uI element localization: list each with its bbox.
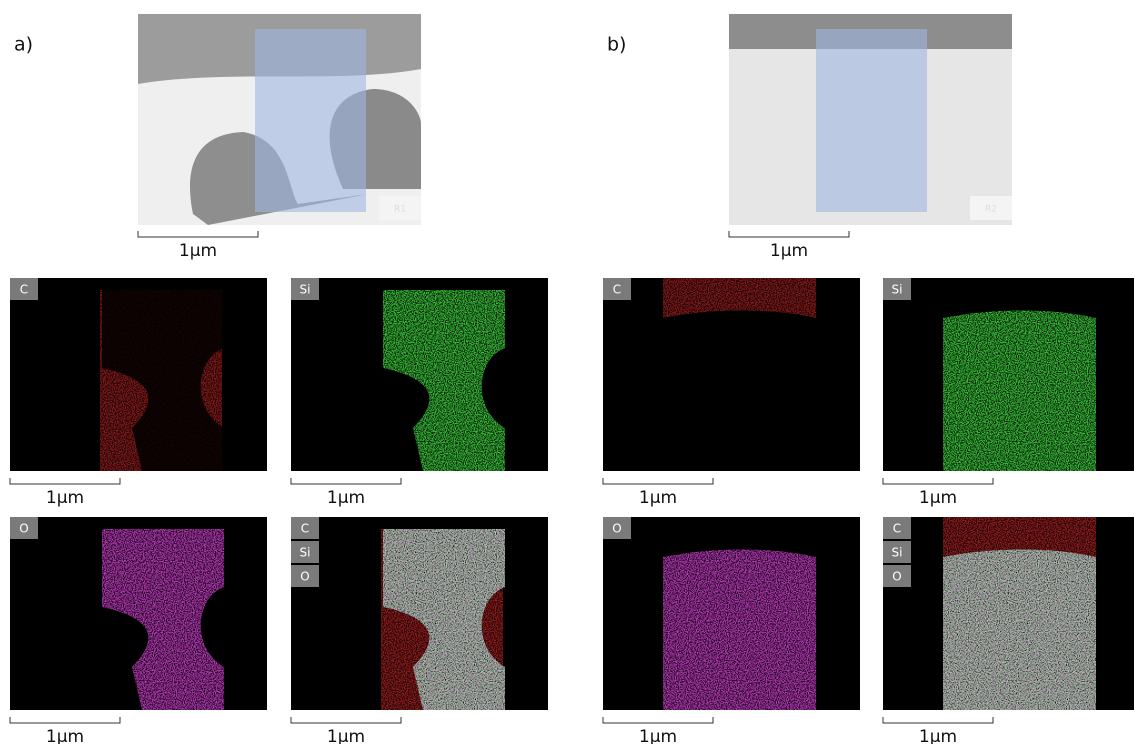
element-tag: O bbox=[300, 570, 309, 584]
scan-region bbox=[255, 29, 366, 212]
map-signal bbox=[943, 311, 1096, 472]
element-map: O bbox=[603, 517, 860, 710]
scale-label: 1µm bbox=[919, 488, 957, 508]
element-tag: Si bbox=[300, 283, 311, 297]
element-map: O bbox=[10, 517, 267, 710]
scale-label: 1µm bbox=[327, 488, 365, 508]
element-tag: C bbox=[20, 283, 28, 297]
scale-label: 1µm bbox=[179, 241, 217, 261]
element-tag: Si bbox=[892, 283, 903, 297]
figure: a) R1 1µm C 1µm Si 1µm O 1µm C Si O 1µm b) R2 1µm C 1µm Si… bbox=[0, 0, 1134, 744]
element-tag: C bbox=[613, 283, 621, 297]
scale-label: 1µm bbox=[46, 727, 84, 744]
scale-label: 1µm bbox=[327, 727, 365, 744]
map-signal bbox=[663, 550, 816, 711]
map-signal bbox=[943, 550, 1096, 711]
scale-label: 1µm bbox=[639, 727, 677, 744]
scale-bar bbox=[729, 231, 849, 237]
element-map: C bbox=[10, 278, 267, 471]
element-map: C bbox=[603, 278, 860, 471]
element-tag: Si bbox=[892, 546, 903, 560]
element-tag: Si bbox=[300, 546, 311, 560]
element-tag: C bbox=[893, 522, 901, 536]
scale-label: 1µm bbox=[639, 488, 677, 508]
scale-bar bbox=[883, 478, 993, 484]
sem-image: R2 bbox=[729, 14, 1012, 225]
element-map: Si bbox=[291, 278, 548, 471]
region-tag: R1 bbox=[394, 205, 406, 215]
element-tag: O bbox=[19, 522, 28, 536]
element-map: Si bbox=[883, 278, 1134, 471]
element-tag: O bbox=[612, 522, 621, 536]
panel-label: a) bbox=[14, 34, 33, 56]
scale-bar bbox=[138, 231, 258, 237]
scale-bar bbox=[291, 478, 401, 484]
scan-region bbox=[816, 29, 927, 212]
scale-bar bbox=[603, 478, 713, 484]
scale-label: 1µm bbox=[46, 488, 84, 508]
element-tag: C bbox=[301, 522, 309, 536]
scale-bar bbox=[291, 717, 401, 723]
map-mask bbox=[663, 311, 816, 472]
scale-bar bbox=[603, 717, 713, 723]
element-map: C Si O bbox=[291, 517, 548, 710]
panel-label: b) bbox=[607, 34, 626, 56]
element-tag: O bbox=[892, 570, 901, 584]
sem-image: R1 bbox=[138, 14, 421, 225]
scale-bar bbox=[883, 717, 993, 723]
scale-label: 1µm bbox=[770, 241, 808, 261]
scale-bar bbox=[10, 478, 120, 484]
region-tag: R2 bbox=[985, 205, 997, 215]
scale-bar bbox=[10, 717, 120, 723]
element-map: C Si O bbox=[883, 517, 1134, 710]
scale-label: 1µm bbox=[919, 727, 957, 744]
